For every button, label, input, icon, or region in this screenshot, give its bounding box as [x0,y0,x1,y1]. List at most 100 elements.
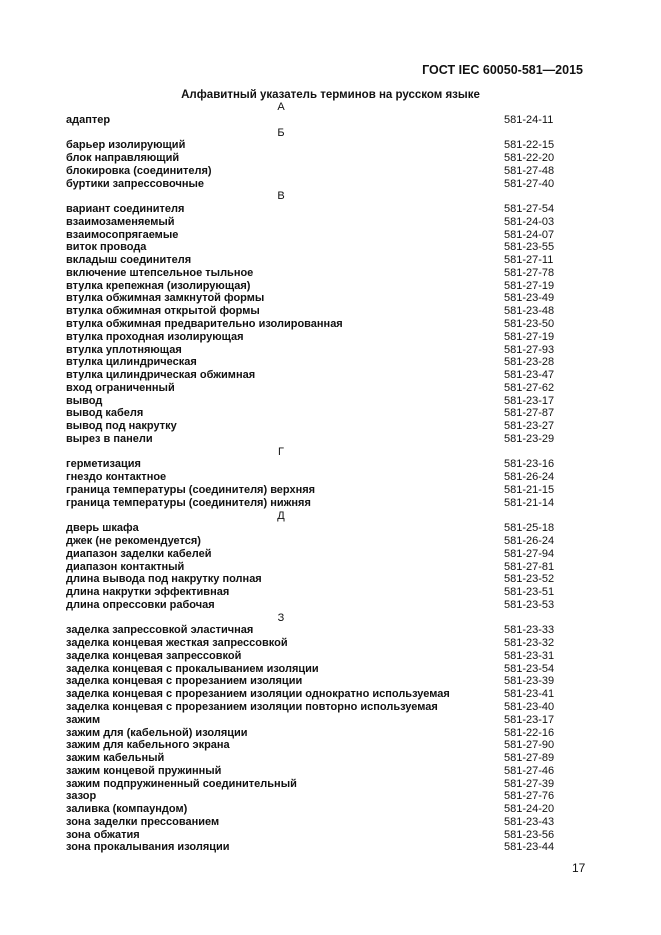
index-entry: втулка обжимная замкнутой формы 581-23-49 [66,292,566,305]
index-entry: зона прокалывания изоляции 581-23-44 [66,841,566,854]
entry-code: 581-27-76 [504,790,555,803]
section-letter: Г [278,445,284,458]
index-entry: вырез в панели 581-23-29 [66,433,566,446]
entry-code: 581-23-50 [504,318,555,331]
index-entry: зона обжатия 581-23-56 [66,829,566,842]
index-entry: граница температуры (соединителя) нижняя… [66,497,566,510]
index-entry: зажим для (кабельной) изоляции 581-22-16 [66,727,566,740]
entry-term: зона прокалывания изоляции [66,841,230,854]
index-entry: диапазон контактный 581-27-81 [66,561,566,574]
entry-code: 581-24-03 [504,215,555,228]
index-entry: длина вывода под накрутку полная 581-23-5… [66,573,566,586]
index-entry: втулка крепежная (изолирующая) 581-27-19 [66,280,566,293]
entry-term: заливка (компаундом) [66,803,188,816]
entry-code: 581-27-93 [504,343,555,356]
entry-term: зазор [66,790,97,803]
entry-term: втулка крепежная (изолирующая) [66,279,251,292]
entry-term: втулка уплотняющая [66,343,182,356]
index-entry: втулка цилиндрическая 581-23-28 [66,356,566,369]
entry-term: вывод под накрутку [66,420,177,433]
entry-code: 581-23-47 [504,369,555,382]
entry-term: втулка цилиндрическая обжимная [66,369,256,382]
entry-code: 581-27-87 [504,407,555,420]
entry-term: включение штепсельное тыльное [66,266,254,279]
index-entry: заделка концевая запрессовкой 581-23-31 [66,650,566,663]
entry-code: 581-27-54 [504,203,555,216]
index-entry: граница температуры (соединителя) верхня… [66,484,566,497]
index-entry: втулка обжимная предварительно изолирова… [66,318,566,331]
entry-term: втулка обжимная открытой формы [66,305,260,318]
index-title: Алфавитный указатель терминов на русском… [181,89,480,101]
entry-code: 581-23-29 [504,432,555,445]
entry-code: 581-22-16 [504,726,555,739]
entry-term: заделка концевая жесткая запрессовкой [66,637,288,650]
entry-term: дверь шкафа [66,522,139,535]
index-entry: втулка проходная изолирующая 581-27-19 [66,331,566,344]
entry-term: вкладыш соединителя [66,254,192,267]
entry-code: 581-21-14 [504,496,555,509]
entry-code: 581-23-32 [504,637,555,650]
entry-code: 581-27-19 [504,279,555,292]
entry-code: 581-27-94 [504,547,555,560]
section-letter: Д [277,509,285,522]
entry-code: 581-27-19 [504,330,555,343]
entry-term: адаптер [66,113,111,126]
entry-code: 581-27-48 [504,164,555,177]
entry-code: 581-23-33 [504,624,555,637]
index-entry: барьер изолирующий 581-22-15 [66,139,566,152]
entry-code: 581-22-20 [504,152,555,165]
entry-term: длина накрутки эффективная [66,586,230,599]
entry-code: 581-23-53 [504,598,555,611]
index-entry: вывод 581-23-17 [66,395,566,408]
index-entry: зажим концевой пружинный 581-27-46 [66,765,566,778]
index-entry: заливка (компаундом) 581-24-20 [66,803,566,816]
entry-code: 581-23-55 [504,241,555,254]
index-entry: зажим 581-23-17 [66,714,566,727]
section-letter: Б [277,126,285,139]
entry-term: зажим для кабельного экрана [66,739,230,752]
entry-term: зажим кабельный [66,752,165,765]
entry-term: виток провода [66,241,147,254]
entry-term: зона заделки прессованием [66,815,220,828]
index-entry: вывод под накрутку 581-23-27 [66,420,566,433]
entry-term: втулка обжимная замкнутой формы [66,292,265,305]
index-entry: джек (не рекомендуется) 581-26-24 [66,535,566,548]
entry-term: блокировка (соединителя) [66,164,212,177]
entry-code: 581-27-90 [504,739,555,752]
section-letter: В [277,190,285,203]
entry-code: 581-23-16 [504,458,555,471]
index-entry: взаимозаменяемый 581-24-03 [66,216,566,229]
index-entry: герметизация 581-23-16 [66,458,566,471]
entry-term: зажим для (кабельной) изоляции [66,726,248,739]
entry-term: буртики запрессовочные [66,177,205,190]
entry-term: взаимосопрягаемые [66,228,179,241]
index-entry: зазор 581-27-76 [66,790,566,803]
entry-code: 581-23-31 [504,649,555,662]
entry-code: 581-25-18 [504,522,555,535]
entry-code: 581-24-20 [504,803,555,816]
entry-term: заделка запрессовкой эластичная [66,624,254,637]
entry-term: втулка цилиндрическая [66,356,197,369]
entry-term: зажим подпружиненный соединительный [66,777,297,790]
entry-term: заделка концевая запрессовкой [66,649,242,662]
index-entry: включение штепсельное тыльное 581-27-78 [66,267,566,280]
entry-term: диапазон контактный [66,560,185,573]
index-entry: вход ограниченный 581-27-62 [66,382,566,395]
entry-term: граница температуры (соединителя) верхня… [66,483,316,496]
entry-term: диапазон заделки кабелей [66,547,212,560]
index-entry: зажим подпружиненный соединительный 581-2… [66,778,566,791]
entry-code: 581-23-17 [504,394,555,407]
document-id-header: ГОСТ IEC 60050-581—2015 [422,63,583,77]
index-entry: блок направляющий 581-22-20 [66,152,566,165]
entry-term: герметизация [66,458,141,471]
entry-code: 581-24-07 [504,228,555,241]
entry-code: 581-23-52 [504,573,555,586]
entry-code: 581-27-78 [504,266,555,279]
entry-term: заделка концевая с прорезанием изоляции … [66,700,438,713]
index-entry: заделка концевая с прокалыванием изоляци… [66,663,566,676]
entry-code: 581-27-11 [504,254,554,267]
index-entry: втулка уплотняющая 581-27-93 [66,344,566,357]
index-entry: зажим кабельный 581-27-89 [66,752,566,765]
entry-code: 581-23-40 [504,700,555,713]
index-entry: длина накрутки эффективная 581-23-51 [66,586,566,599]
